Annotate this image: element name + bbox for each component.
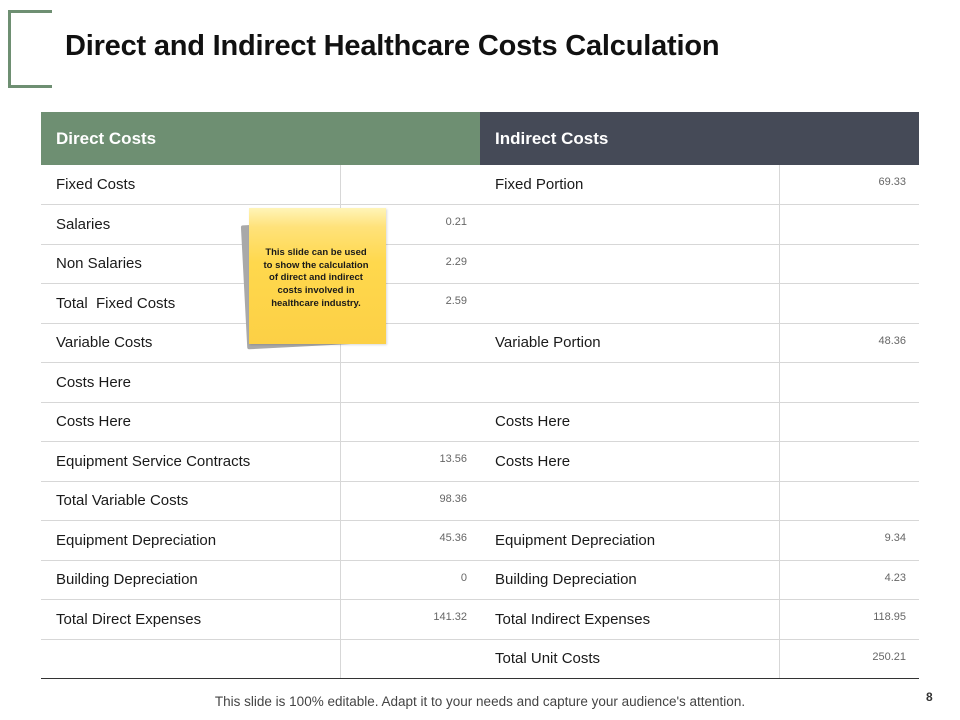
indirect-label: Fixed Portion <box>480 165 780 205</box>
table-row: Total Direct Expenses 141.32 Total Indir… <box>41 599 920 640</box>
indirect-label: Total Unit Costs <box>480 639 780 679</box>
direct-label: Equipment Depreciation <box>41 520 340 561</box>
indirect-value: 9.34 <box>778 520 920 561</box>
direct-label: Building Depreciation <box>41 560 340 600</box>
page-number: 8 <box>926 690 933 704</box>
table-header-row: Direct Costs Indirect Costs <box>41 112 920 165</box>
indirect-value: 118.95 <box>778 599 920 640</box>
direct-label: Costs Here <box>41 402 340 442</box>
indirect-costs-header: Indirect Costs <box>480 112 920 165</box>
indirect-value: 48.36 <box>778 323 920 363</box>
table-row: Variable Costs Variable Portion 48.36 <box>41 323 920 363</box>
indirect-value: 250.21 <box>778 639 920 679</box>
indirect-value <box>778 362 920 403</box>
direct-value: 0 <box>339 560 481 600</box>
indirect-label: Costs Here <box>480 402 780 442</box>
table-row: Costs Here <box>41 362 920 403</box>
direct-label: Fixed Costs <box>41 165 340 205</box>
indirect-value <box>778 283 920 324</box>
indirect-label <box>480 244 780 284</box>
indirect-value <box>778 244 920 284</box>
indirect-label <box>480 204 780 245</box>
direct-value: 98.36 <box>339 481 481 521</box>
direct-value: 141.32 <box>339 599 481 640</box>
indirect-value <box>778 204 920 245</box>
table-row: Fixed Costs Fixed Portion 69.33 <box>41 165 920 205</box>
direct-label <box>41 639 340 679</box>
table-row: Total Variable Costs 98.36 <box>41 481 920 521</box>
table-row: Salaries 0.21 <box>41 204 920 245</box>
title-bracket-decoration <box>8 10 52 88</box>
costs-table: Direct Costs Indirect Costs Fixed Costs … <box>41 112 920 679</box>
direct-value <box>339 639 481 679</box>
direct-value <box>339 362 481 403</box>
indirect-value: 69.33 <box>778 165 920 205</box>
direct-value <box>339 402 481 442</box>
direct-value: 45.36 <box>339 520 481 561</box>
table-row: Equipment Service Contracts 13.56 Costs … <box>41 441 920 482</box>
indirect-label <box>480 362 780 403</box>
table-row: Total Fixed Costs 2.59 <box>41 283 920 324</box>
direct-costs-header: Direct Costs <box>41 112 481 165</box>
indirect-label: Equipment Depreciation <box>480 520 780 561</box>
direct-value: 13.56 <box>339 441 481 482</box>
sticky-note-paper <box>249 208 386 344</box>
indirect-label <box>480 481 780 521</box>
table-row: Non Salaries 2.29 <box>41 244 920 284</box>
indirect-label <box>480 283 780 324</box>
indirect-label: Building Depreciation <box>480 560 780 600</box>
indirect-value: 4.23 <box>778 560 920 600</box>
indirect-label: Total Indirect Expenses <box>480 599 780 640</box>
indirect-value <box>778 402 920 442</box>
indirect-label: Variable Portion <box>480 323 780 363</box>
direct-label: Costs Here <box>41 362 340 403</box>
direct-label: Total Variable Costs <box>41 481 340 521</box>
table-row: Total Unit Costs 250.21 <box>41 639 920 679</box>
indirect-label: Costs Here <box>480 441 780 482</box>
indirect-value <box>778 441 920 482</box>
sticky-note-text: This slide can be used to show the calcu… <box>263 247 369 309</box>
footer-text: This slide is 100% editable. Adapt it to… <box>214 694 746 709</box>
direct-label: Total Direct Expenses <box>41 599 340 640</box>
direct-value <box>339 165 481 205</box>
table-row: Costs Here Costs Here <box>41 402 920 442</box>
table-row: Building Depreciation 0 Building Depreci… <box>41 560 920 600</box>
sticky-note: This slide can be used to show the calcu… <box>240 208 386 350</box>
indirect-value <box>778 481 920 521</box>
direct-label: Equipment Service Contracts <box>41 441 340 482</box>
table-row: Equipment Depreciation 45.36 Equipment D… <box>41 520 920 561</box>
slide-title: Direct and Indirect Healthcare Costs Cal… <box>65 30 720 62</box>
